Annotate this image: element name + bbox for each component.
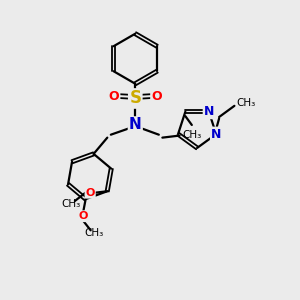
Text: O: O — [85, 188, 95, 198]
Text: O: O — [109, 90, 119, 103]
Text: CH₃: CH₃ — [61, 199, 81, 209]
Text: CH₃: CH₃ — [183, 130, 202, 140]
Text: N: N — [129, 118, 142, 133]
Text: O: O — [151, 90, 162, 103]
Text: S: S — [129, 89, 141, 107]
Text: CH₃: CH₃ — [84, 228, 103, 238]
Text: N: N — [204, 105, 214, 118]
Text: O: O — [79, 211, 88, 221]
Text: N: N — [211, 128, 221, 141]
Text: CH₃: CH₃ — [236, 98, 255, 108]
